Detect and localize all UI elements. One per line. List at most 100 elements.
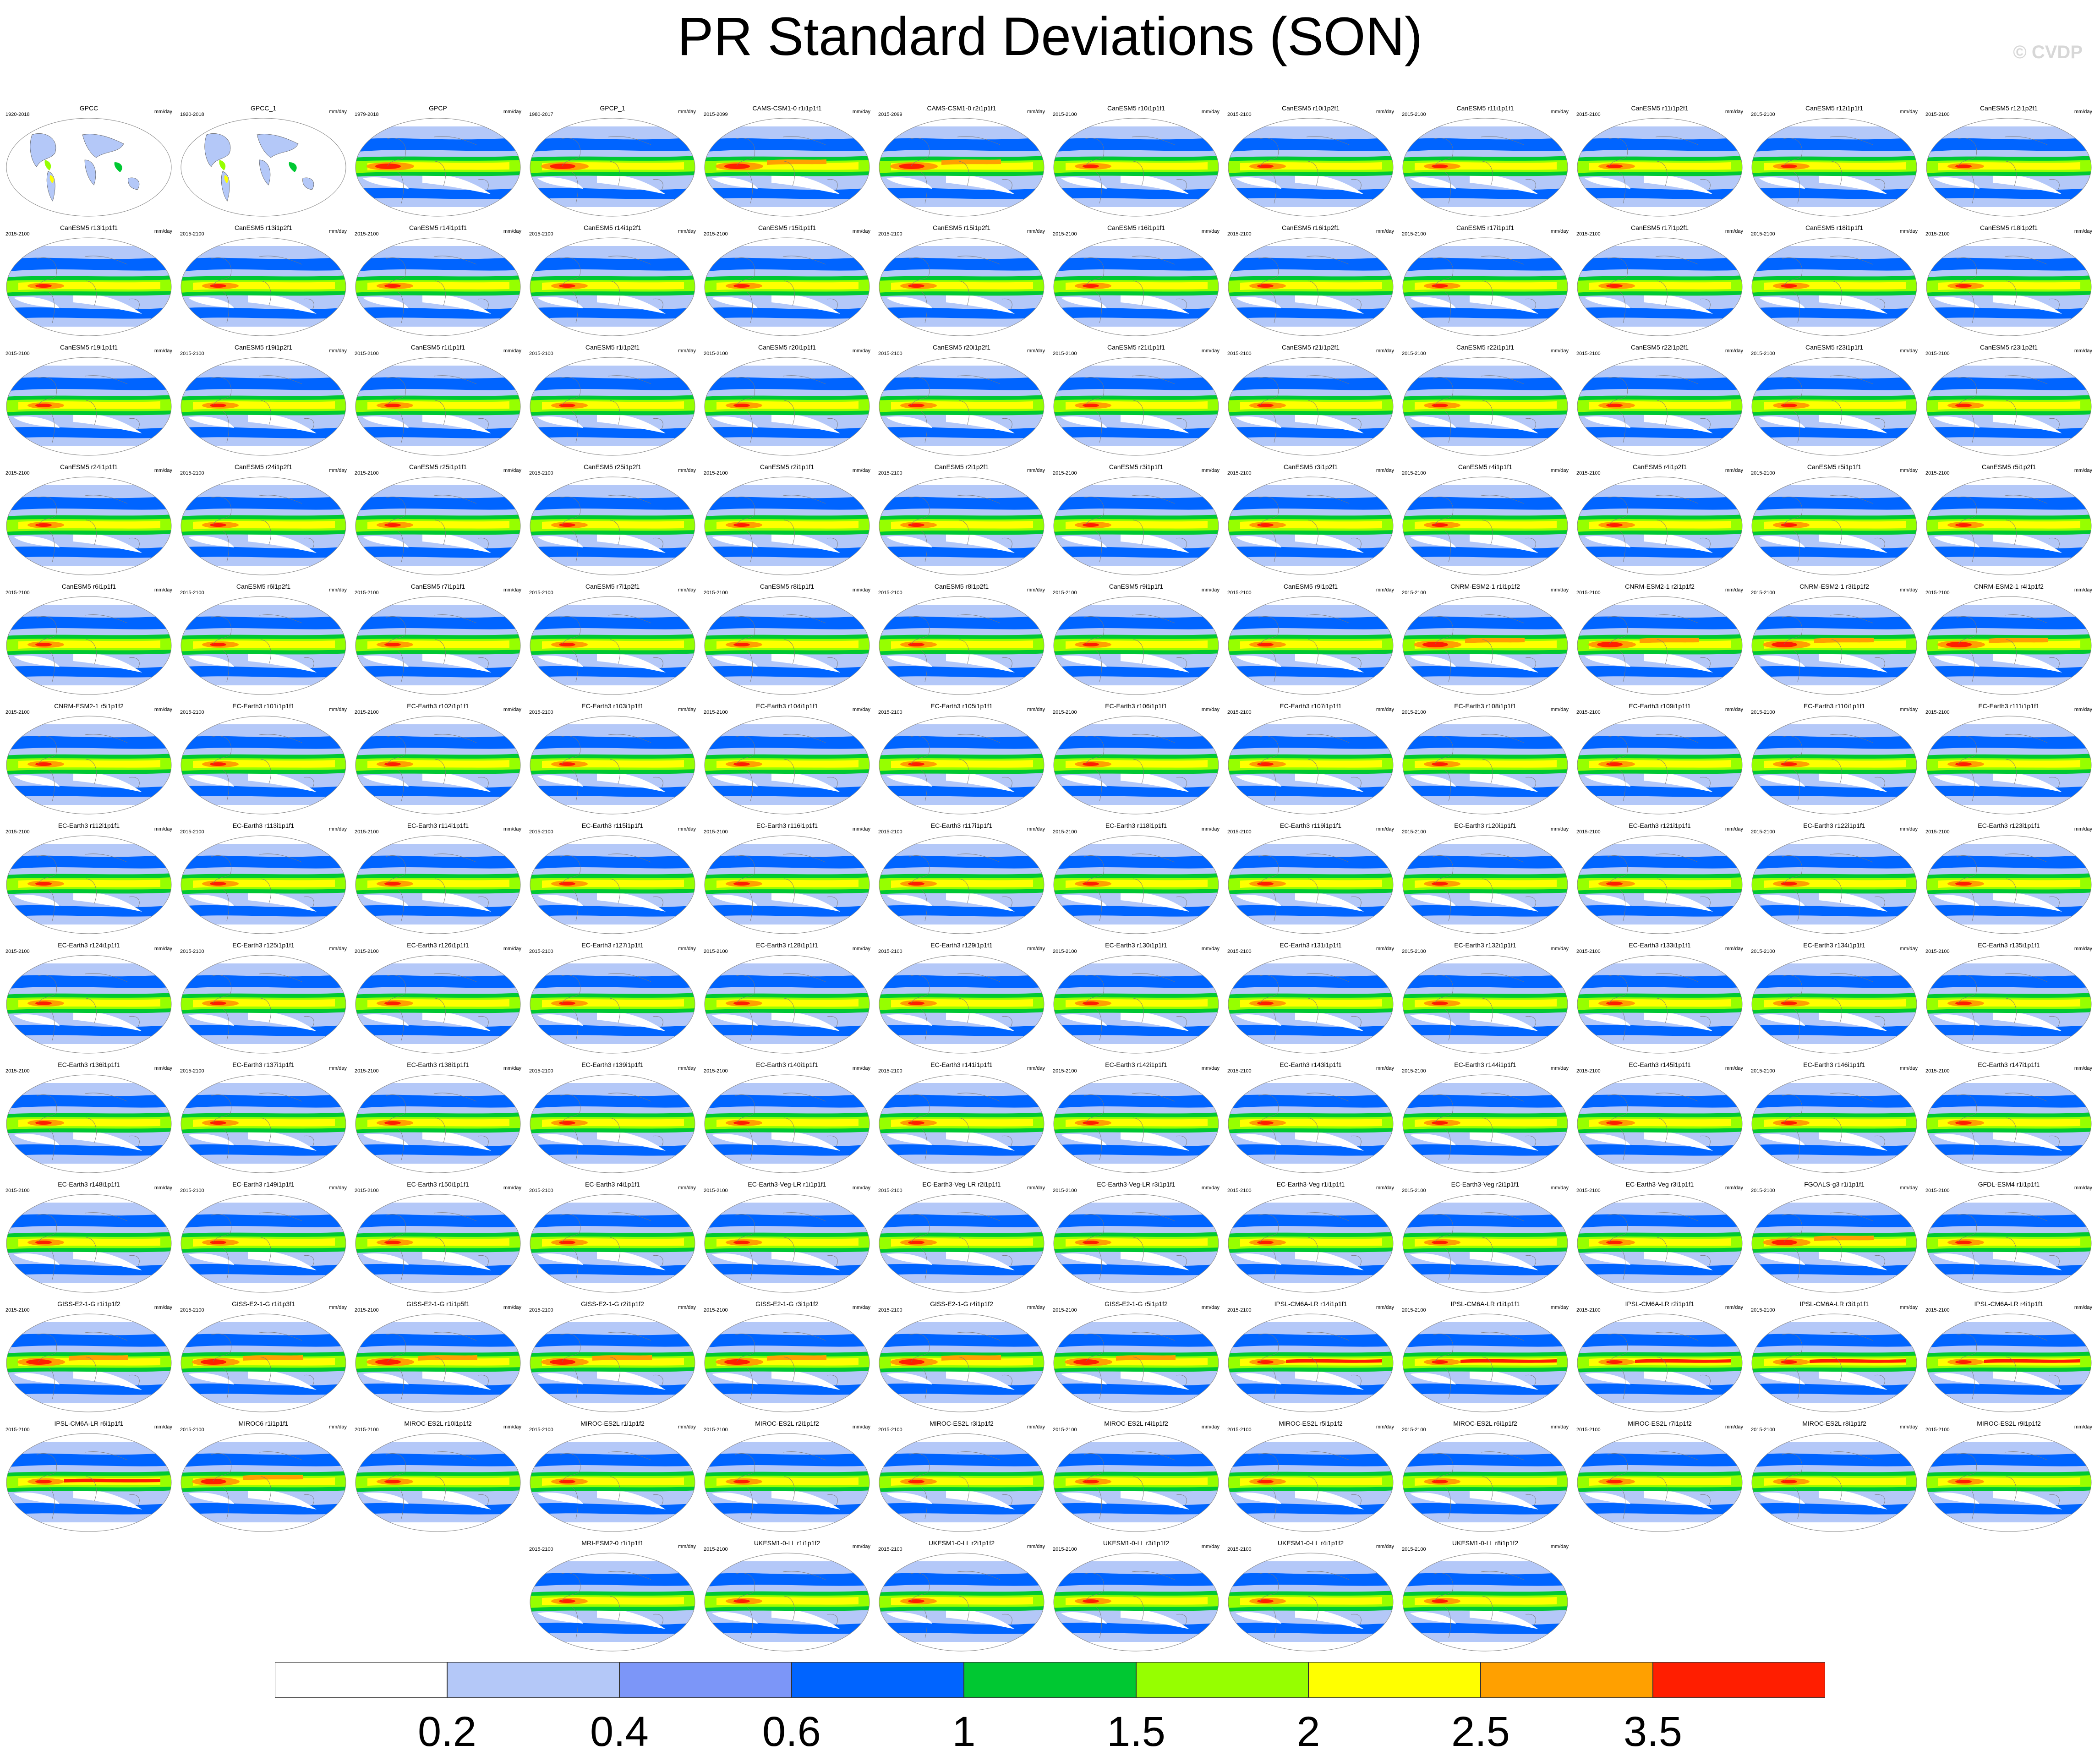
panel-years: 2015-2100 — [1576, 710, 1601, 715]
map-panel: CanESM5 r3i1p1f1 2015-2100 mm/day — [1051, 461, 1221, 580]
map-panel: EC-Earth3 r108i1p1f1 2015-2100 mm/day — [1400, 700, 1570, 819]
panel-years: 2015-2100 — [355, 949, 379, 954]
world-map — [1228, 1433, 1394, 1532]
panel-units: mm/day — [1550, 1066, 1569, 1071]
panel-years: 2015-2100 — [1053, 590, 1077, 596]
panel-title: CanESM5 r3i1p1f1 — [1109, 463, 1164, 470]
panel-title: CanESM5 r9i1p2f1 — [1283, 583, 1338, 590]
panel-units: mm/day — [328, 1185, 347, 1191]
panel-units: mm/day — [1027, 109, 1045, 115]
map-panel: EC-Earth3 r4i1p1f1 2015-2100 mm/day — [527, 1179, 698, 1297]
panel-units: mm/day — [1376, 1185, 1394, 1191]
panel-years: 2015-2100 — [529, 1427, 553, 1433]
panel-title: EC-Earth3 r107i1p1f1 — [1280, 702, 1342, 710]
world-map — [355, 1074, 521, 1173]
panel-units: mm/day — [503, 826, 521, 832]
panel-units: mm/day — [154, 1424, 172, 1430]
world-map — [1402, 118, 1568, 217]
panel-years: 2015-2100 — [1576, 1307, 1601, 1313]
panel-title: EC-Earth3 r145i1p1f1 — [1629, 1061, 1691, 1068]
map-panel: EC-Earth3 r123i1p1f1 2015-2100 mm/day — [1924, 820, 2094, 938]
panel-years: 2015-2100 — [180, 470, 204, 476]
panel-units: mm/day — [1550, 1544, 1569, 1549]
panel-years: 2015-2100 — [1227, 1547, 1252, 1552]
panel-units: mm/day — [1376, 826, 1394, 832]
panel-years: 2015-2100 — [5, 1307, 30, 1313]
panel-units: mm/day — [1899, 1185, 1918, 1191]
world-map — [6, 476, 172, 575]
panel-units: mm/day — [328, 1305, 347, 1310]
panel-years: 2015-2100 — [704, 351, 728, 356]
panel-title: EC-Earth3-Veg r3i1p1f1 — [1625, 1181, 1694, 1188]
panel-units: mm/day — [1725, 1424, 1743, 1430]
panel-title: EC-Earth3-Veg-LR r2i1p1f1 — [922, 1181, 1001, 1188]
map-panel: CanESM5 r1i1p1f1 2015-2100 mm/day — [353, 342, 523, 460]
world-map — [1053, 476, 1219, 575]
panel-units: mm/day — [503, 468, 521, 473]
world-map — [879, 1553, 1045, 1652]
panel-units: mm/day — [2074, 587, 2092, 593]
map-panel: CNRM-ESM2-1 r2i1p1f2 2015-2100 mm/day — [1575, 581, 1745, 699]
panel-years: 2015-2100 — [704, 1547, 728, 1552]
panel-units: mm/day — [1376, 1305, 1394, 1310]
world-map — [180, 835, 346, 934]
panel-title: CanESM5 r10i1p2f1 — [1281, 104, 1340, 112]
world-map — [879, 1074, 1045, 1173]
map-panel: CanESM5 r15i1p1f1 2015-2100 mm/day — [702, 222, 872, 340]
world-map — [1402, 1433, 1568, 1532]
panel-units: mm/day — [503, 229, 521, 234]
world-map — [530, 1313, 695, 1412]
panel-years: 2015-2100 — [1925, 590, 1950, 596]
panel-units: mm/day — [1899, 1066, 1918, 1071]
panel-units: mm/day — [154, 946, 172, 952]
panel-years: 2015-2100 — [1576, 590, 1601, 596]
panel-title: IPSL-CM6A-LR r4i1p1f1 — [1974, 1300, 2044, 1307]
map-panel: CanESM5 r9i1p2f1 2015-2100 mm/day — [1225, 581, 1396, 699]
panel-years: 2015-2100 — [5, 1427, 30, 1433]
panel-years: 2015-2100 — [878, 351, 902, 356]
panel-title: CanESM5 r13i1p1f1 — [60, 224, 118, 231]
map-panel: EC-Earth3 r104i1p1f1 2015-2100 mm/day — [702, 700, 872, 819]
panel-title: EC-Earth3 r141i1p1f1 — [930, 1061, 993, 1068]
world-map — [879, 596, 1045, 695]
panel-years: 2015-2100 — [180, 829, 204, 835]
world-map — [1926, 237, 2092, 336]
panel-units: mm/day — [1725, 229, 1743, 234]
panel-years: 2015-2100 — [529, 470, 553, 476]
world-map — [355, 716, 521, 815]
panel-years: 2015-2100 — [1751, 590, 1775, 596]
world-map — [1402, 835, 1568, 934]
world-map — [1402, 596, 1568, 695]
world-map — [704, 1313, 870, 1412]
panel-title: IPSL-CM6A-LR r1i1p1f1 — [1450, 1300, 1520, 1307]
panel-units: mm/day — [852, 1185, 870, 1191]
panel-units: mm/day — [328, 707, 347, 712]
map-panel: CanESM5 r6i1p2f1 2015-2100 mm/day — [178, 581, 349, 699]
panel-years: 2015-2100 — [5, 1068, 30, 1074]
panel-title: CanESM5 r1i1p2f1 — [585, 344, 640, 351]
map-panel: CanESM5 r1i1p2f1 2015-2100 mm/day — [527, 342, 698, 460]
world-map — [1228, 118, 1394, 217]
map-panel: CanESM5 r22i1p2f1 2015-2100 mm/day — [1575, 342, 1745, 460]
map-panel: EC-Earth3 r122i1p1f1 2015-2100 mm/day — [1749, 820, 1920, 938]
world-map — [1402, 1553, 1568, 1652]
colorbar-tick-label: 0.4 — [590, 1708, 649, 1755]
panel-units: mm/day — [503, 348, 521, 354]
panel-title: CanESM5 r22i1p1f1 — [1456, 344, 1515, 351]
map-panel: GISS-E2-1-G r4i1p1f2 2015-2100 mm/day — [876, 1298, 1047, 1417]
world-map — [1228, 955, 1394, 1054]
map-panel: CanESM5 r21i1p1f1 2015-2100 mm/day — [1051, 342, 1221, 460]
world-map — [1751, 118, 1917, 217]
map-panel: EC-Earth3-Veg r2i1p1f1 2015-2100 mm/day — [1400, 1179, 1570, 1297]
map-panel: EC-Earth3 r134i1p1f1 2015-2100 mm/day — [1749, 940, 1920, 1058]
panel-years: 1980-2017 — [529, 112, 553, 117]
map-panel: EC-Earth3-Veg r1i1p1f1 2015-2100 mm/day — [1225, 1179, 1396, 1297]
world-map — [1053, 955, 1219, 1054]
map-panel: UKESM1-0-LL r8i1p1f2 2015-2100 mm/day — [1400, 1537, 1570, 1656]
panel-units: mm/day — [503, 587, 521, 593]
panel-years: 2015-2100 — [878, 231, 902, 237]
panel-units: mm/day — [1027, 1305, 1045, 1310]
panel-years: 2015-2100 — [529, 1307, 553, 1313]
map-panel: CanESM5 r16i1p1f1 2015-2100 mm/day — [1051, 222, 1221, 340]
map-panel: EC-Earth3 r126i1p1f1 2015-2100 mm/day — [353, 940, 523, 1058]
